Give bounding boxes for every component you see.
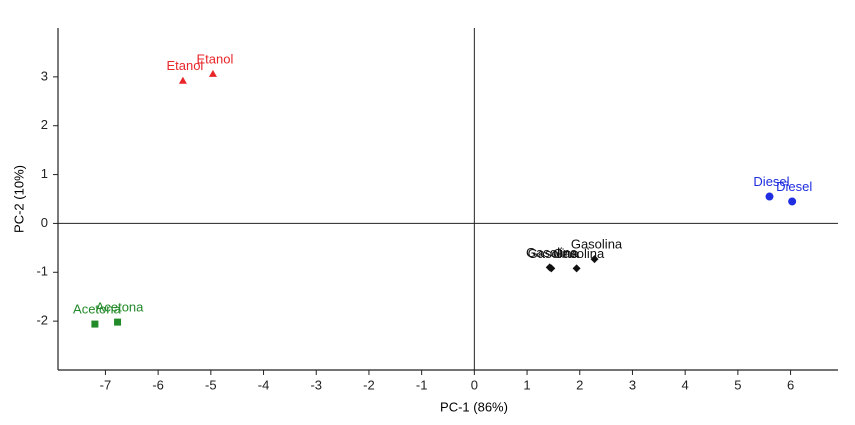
y-tick-label: 2 [41, 117, 48, 132]
x-tick-label: 4 [682, 377, 689, 392]
point-label: Diesel [776, 179, 812, 194]
x-tick-label: 0 [471, 377, 478, 392]
x-tick-label: 5 [734, 377, 741, 392]
x-tick-label: -6 [152, 377, 164, 392]
x-tick-label: 6 [787, 377, 794, 392]
point [114, 318, 122, 326]
point-label: Acetona [73, 302, 121, 317]
point [590, 255, 599, 264]
point [572, 264, 581, 273]
x-axis-label: PC-1 (86%) [440, 399, 508, 414]
point [178, 76, 187, 84]
x-tick-label: -4 [258, 377, 270, 392]
point-label: Acetona [96, 300, 144, 315]
point-label: Gasolina [553, 246, 605, 261]
x-tick-label: 2 [576, 377, 583, 392]
x-tick-label: 1 [523, 377, 530, 392]
point [547, 264, 556, 273]
x-tick-label: -7 [100, 377, 112, 392]
y-tick-label: 0 [41, 215, 48, 230]
y-axis-label: PC-2 (10%) [11, 165, 26, 233]
x-tick-label: 3 [629, 377, 636, 392]
point-label: Gasolina [571, 237, 623, 252]
point-label: Gasolina [526, 245, 578, 260]
point [788, 197, 797, 206]
point-label: Gasolina [528, 246, 580, 261]
x-tick-label: -3 [310, 377, 322, 392]
x-tick-label: -1 [416, 377, 428, 392]
point-label: Etanol [166, 58, 203, 73]
x-tick-label: -5 [205, 377, 217, 392]
y-tick-label: 1 [41, 166, 48, 181]
x-tick-label: -2 [363, 377, 375, 392]
y-tick-label: -2 [36, 313, 48, 328]
y-tick-label: -1 [36, 264, 48, 279]
point-label: Etanol [197, 51, 234, 66]
point-label: Diesel [753, 174, 789, 189]
point [91, 320, 99, 328]
point [208, 69, 217, 77]
point [765, 192, 774, 201]
y-tick-label: 3 [41, 68, 48, 83]
